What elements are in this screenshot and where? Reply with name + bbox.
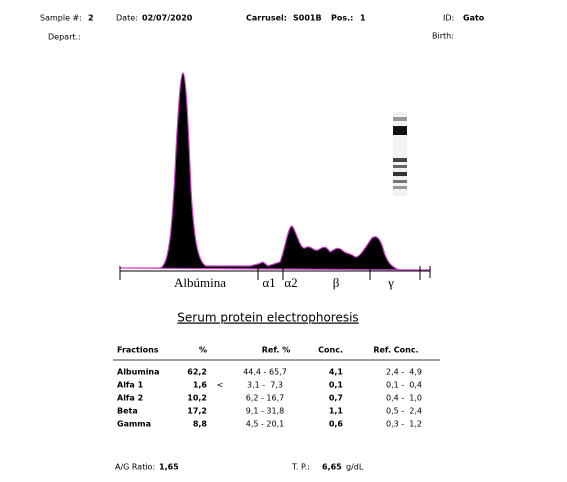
- electrophoresis-curve: [119, 72, 431, 271]
- table-cell: 4,1: [329, 368, 344, 377]
- column-header: Fractions: [117, 346, 159, 355]
- fraction-name: Alfa 1: [117, 381, 144, 390]
- carrusel-label: Carrusel:: [246, 14, 287, 23]
- fraction-label: Albúmina: [174, 275, 226, 290]
- date: 02/07/2020: [142, 14, 193, 23]
- report-title: Serum protein electrophoresis: [177, 311, 358, 325]
- table-cell: 0,3 - 1,2: [386, 420, 422, 429]
- fraction-label: α1: [262, 275, 275, 290]
- column-header: %: [199, 346, 207, 355]
- date-label: Date:: [116, 14, 138, 23]
- sample-label: Sample #:: [40, 14, 82, 23]
- tp-value: 6,65: [322, 463, 342, 472]
- fraction-label: γ: [387, 275, 394, 290]
- table-cell: 1,6: [193, 381, 208, 390]
- table-cell: 3,1 - 7,3: [247, 381, 283, 390]
- table-cell: 0,4 - 1,0: [386, 394, 422, 403]
- fraction-label: β: [333, 275, 340, 290]
- fraction-name: Albumina: [117, 368, 160, 377]
- pos-label: Pos.:: [331, 14, 353, 23]
- table-cell: <: [217, 381, 224, 390]
- fraction-name: Beta: [117, 407, 138, 416]
- table-cell: 0,1 - 0,4: [386, 381, 422, 390]
- id: Gato: [463, 14, 485, 23]
- tp-label: T. P.:: [291, 463, 310, 472]
- table-cell: 0,6: [329, 420, 344, 429]
- sample: 2: [88, 14, 94, 23]
- birth-label: Birth:: [432, 32, 454, 41]
- id-label: ID:: [443, 14, 454, 23]
- table-cell: 6,2 - 16,7: [246, 394, 285, 403]
- table-cell: 44,4 - 65,7: [243, 368, 287, 377]
- column-header: Ref. Conc.: [373, 346, 418, 355]
- table-cell: 0,7: [329, 394, 343, 403]
- table-cell: 62,2: [187, 368, 207, 377]
- carrusel: S001B: [293, 14, 322, 23]
- table-cell: 8,8: [193, 420, 208, 429]
- table-cell: 10,2: [187, 394, 207, 403]
- table-cell: 2,4 - 4,9: [386, 368, 422, 377]
- fraction-name: Alfa 2: [117, 394, 143, 403]
- ag-value: 1,65: [159, 463, 179, 472]
- depart-label: Depart.:: [48, 33, 81, 42]
- column-header: Ref. %: [262, 346, 290, 355]
- table-cell: 1,1: [329, 407, 344, 416]
- table-cell: 0,1: [329, 381, 344, 390]
- column-header: Conc.: [318, 346, 343, 355]
- pos: 1: [360, 14, 366, 23]
- fraction-dividers: [119, 266, 431, 280]
- fraction-name: Gamma: [117, 420, 151, 429]
- table-cell: 9,1 - 31,8: [246, 407, 285, 416]
- table-cell: 17,2: [187, 407, 207, 416]
- ag-label: A/G Ratio:: [115, 463, 155, 472]
- tp-unit: g/dL: [346, 463, 364, 472]
- table-cell: 4,5 - 20,1: [246, 420, 285, 429]
- table-cell: 0,5 - 2,4: [386, 407, 422, 416]
- fraction-label: α2: [284, 275, 297, 290]
- gel-strip: [393, 112, 407, 196]
